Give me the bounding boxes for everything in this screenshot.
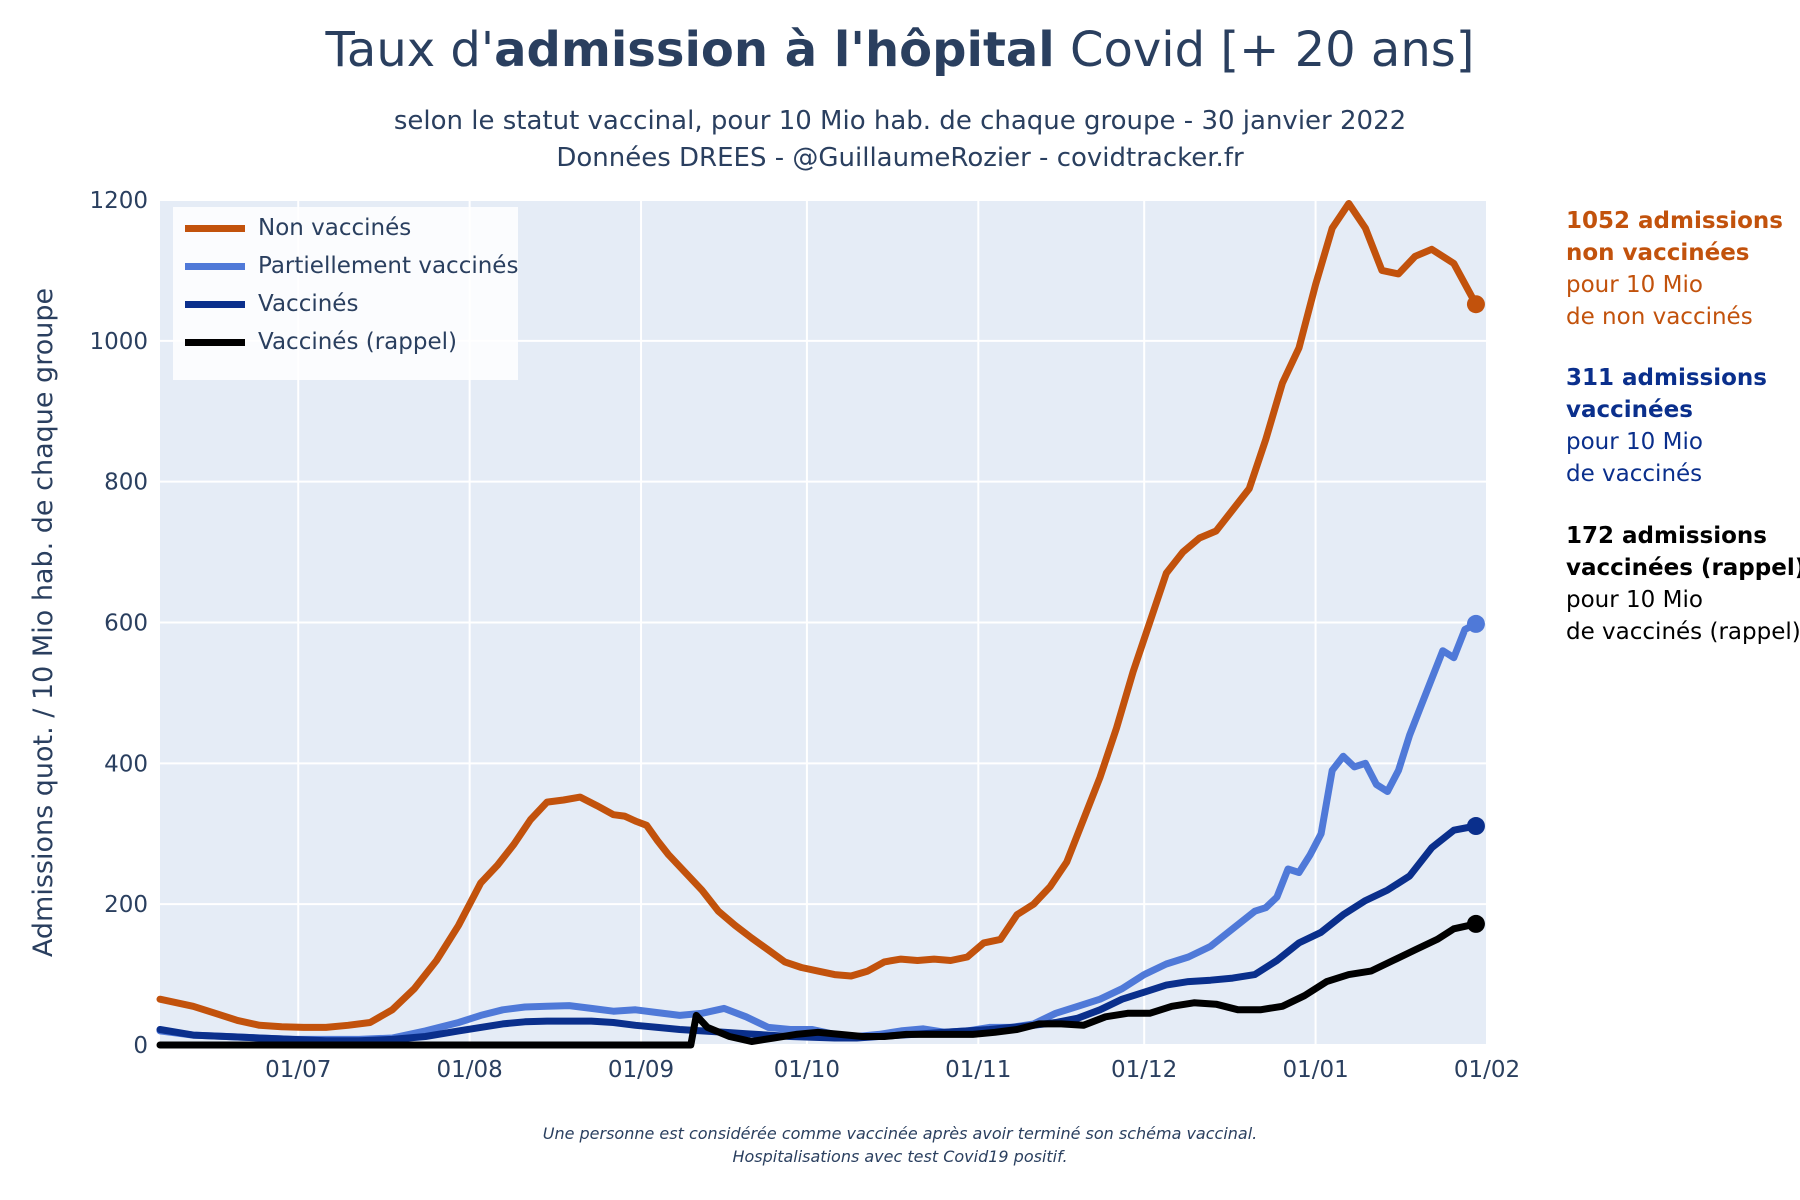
chart-source: Données DREES - @GuillaumeRozier - covid… [556, 143, 1244, 173]
x-tick-label: 01/10 [774, 1057, 840, 1083]
series-end-marker-3 [1466, 914, 1485, 933]
annotation-vaccines-rappel: 172 admissions vaccinées (rappel) pour 1… [1566, 520, 1800, 648]
annotation-text: pour 10 Mio [1566, 272, 1703, 298]
annotation-text: pour 10 Mio [1566, 587, 1703, 613]
annotation-vaccines: 311 admissions vaccinées pour 10 Mio de … [1566, 362, 1767, 490]
legend-swatch [185, 224, 245, 232]
annotation-group: non vaccinées [1566, 240, 1750, 266]
series-line-0 [156, 200, 1480, 1031]
y-axis-title: Admissions quot. / 10 Mio hab. de chaque… [28, 288, 59, 957]
x-tick-label: 01/02 [1454, 1057, 1520, 1083]
annotation-text: de vaccinés (rappel) [1566, 619, 1800, 645]
x-tick-label: 01/11 [945, 1057, 1011, 1083]
series-end-marker-0 [1466, 295, 1485, 314]
chart-subtitle: selon le statut vaccinal, pour 10 Mio ha… [393, 106, 1407, 136]
annotation-text: de non vaccinés [1566, 304, 1753, 330]
footnote: Une personne est considérée comme vaccin… [0, 1122, 1800, 1168]
legend: Non vaccinés Partiellement vaccinés Vacc… [173, 207, 518, 380]
x-tick-label: 01/09 [608, 1057, 674, 1083]
series-end-marker-2 [1466, 817, 1485, 836]
legend-label: Vaccinés (rappel) [258, 329, 457, 355]
x-tick-label: 01/07 [265, 1057, 331, 1083]
legend-label: Vaccinés [258, 291, 359, 317]
legend-item-non-vaccines[interactable]: Non vaccinés [185, 209, 411, 247]
y-tick-label: 1000 [89, 329, 148, 355]
x-tick-label: 01/08 [436, 1057, 502, 1083]
legend-swatch [185, 262, 245, 270]
y-tick-label: 800 [104, 470, 148, 496]
x-tick-label: 01/12 [1111, 1057, 1177, 1083]
series-line-3 [156, 920, 1480, 1049]
annotation-group: vaccinées (rappel) [1566, 555, 1800, 581]
annotation-count: 311 admissions [1566, 365, 1767, 391]
annotation-non-vaccines: 1052 admissions non vaccinées pour 10 Mi… [1566, 205, 1783, 333]
y-tick-label: 200 [104, 892, 148, 918]
legend-item-partiellement-vaccines[interactable]: Partiellement vaccinés [185, 247, 518, 285]
legend-label: Non vaccinés [258, 215, 412, 241]
annotation-text: de vaccinés [1566, 461, 1703, 487]
annotation-group: vaccinées [1566, 397, 1693, 423]
footnote-line: Une personne est considérée comme vaccin… [542, 1124, 1258, 1143]
y-tick-label: 1200 [89, 188, 148, 214]
legend-swatch [185, 338, 245, 346]
annotation-count: 172 admissions [1566, 523, 1767, 549]
y-tick-label: 600 [104, 611, 148, 637]
legend-item-vaccines[interactable]: Vaccinés [185, 285, 358, 323]
annotation-count: 1052 admissions [1566, 208, 1783, 234]
series-end-marker-1 [1466, 614, 1485, 633]
chart-title: Taux d'admission à l'hôpital Covid [+ 20… [325, 22, 1475, 78]
annotation-text: pour 10 Mio [1566, 429, 1703, 455]
legend-swatch [185, 300, 245, 308]
y-tick-label: 400 [104, 751, 148, 777]
x-tick-label: 01/01 [1282, 1057, 1348, 1083]
footnote-line: Hospitalisations avec test Covid19 posit… [732, 1147, 1068, 1166]
legend-label: Partiellement vaccinés [258, 253, 519, 279]
legend-item-vaccines-rappel[interactable]: Vaccinés (rappel) [185, 323, 457, 361]
y-tick-label: 0 [133, 1033, 148, 1059]
